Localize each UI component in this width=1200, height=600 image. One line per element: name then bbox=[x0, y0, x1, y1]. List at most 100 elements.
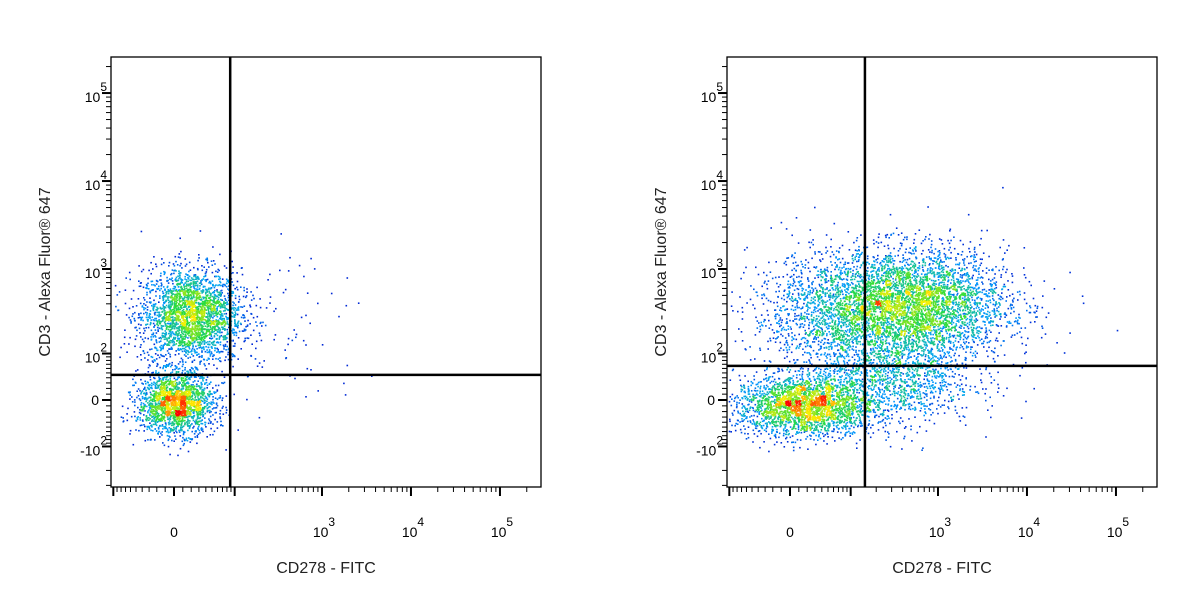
event-point bbox=[223, 336, 225, 339]
event-point bbox=[203, 275, 205, 278]
event-point bbox=[221, 323, 224, 326]
event-point bbox=[179, 325, 181, 328]
event-point bbox=[153, 299, 155, 302]
event-point bbox=[176, 327, 178, 329]
x-tick-label: 105 bbox=[491, 515, 514, 540]
event-point bbox=[152, 322, 155, 325]
event-point bbox=[173, 344, 176, 346]
event-point bbox=[146, 293, 148, 296]
event-point bbox=[222, 326, 224, 329]
event-point bbox=[171, 322, 174, 325]
event-point bbox=[211, 403, 213, 406]
event-point bbox=[161, 325, 164, 327]
event-point bbox=[167, 325, 169, 328]
event-point bbox=[201, 389, 203, 391]
event-point bbox=[198, 401, 201, 403]
event-point bbox=[191, 301, 194, 303]
event-point bbox=[780, 333, 782, 336]
event-point bbox=[183, 350, 186, 352]
event-point bbox=[959, 239, 962, 242]
event-point bbox=[158, 420, 160, 423]
event-point bbox=[191, 291, 193, 293]
event-point bbox=[146, 425, 148, 428]
event-point bbox=[167, 292, 170, 295]
event-point bbox=[164, 388, 167, 391]
event-point bbox=[163, 335, 165, 338]
event-point bbox=[156, 407, 159, 409]
event-point bbox=[159, 340, 162, 342]
event-point bbox=[265, 307, 268, 309]
event-point bbox=[225, 312, 228, 315]
event-point bbox=[137, 388, 140, 390]
event-point bbox=[184, 282, 187, 284]
event-point bbox=[344, 394, 347, 396]
event-point bbox=[291, 339, 294, 342]
event-point bbox=[163, 317, 166, 320]
event-point bbox=[163, 425, 165, 428]
event-point bbox=[170, 309, 172, 311]
event-point bbox=[149, 297, 151, 299]
event-point bbox=[996, 340, 999, 342]
event-point bbox=[258, 416, 261, 419]
event-point bbox=[155, 319, 158, 322]
event-point bbox=[232, 328, 235, 331]
event-point bbox=[860, 234, 862, 236]
event-point bbox=[164, 406, 166, 409]
event-point bbox=[795, 217, 798, 219]
event-point bbox=[200, 328, 203, 331]
event-point bbox=[178, 412, 181, 414]
event-point bbox=[979, 258, 982, 260]
event-point bbox=[190, 297, 192, 300]
y-tick-label: 0 bbox=[91, 392, 99, 408]
event-point bbox=[192, 278, 195, 281]
event-point bbox=[969, 251, 971, 253]
event-point bbox=[1023, 292, 1026, 294]
event-point bbox=[190, 294, 193, 297]
event-point bbox=[206, 409, 209, 412]
event-point bbox=[187, 276, 189, 279]
event-point bbox=[209, 415, 212, 418]
event-point bbox=[204, 417, 206, 419]
event-point bbox=[206, 330, 208, 333]
event-point bbox=[197, 321, 200, 324]
event-point bbox=[154, 317, 156, 320]
event-point bbox=[170, 409, 172, 411]
event-point bbox=[197, 380, 199, 382]
event-point bbox=[205, 400, 208, 403]
event-point bbox=[199, 285, 201, 287]
event-point bbox=[191, 330, 193, 332]
event-point bbox=[134, 381, 137, 384]
event-point bbox=[173, 305, 176, 307]
event-point bbox=[236, 286, 238, 289]
event-point bbox=[168, 423, 170, 426]
event-point bbox=[152, 361, 154, 363]
event-point bbox=[151, 360, 154, 362]
event-point bbox=[165, 295, 167, 298]
event-point bbox=[168, 265, 170, 267]
event-point bbox=[192, 338, 195, 341]
event-point bbox=[204, 312, 206, 314]
event-point bbox=[198, 278, 200, 280]
event-point bbox=[168, 301, 170, 304]
event-point bbox=[191, 311, 194, 313]
event-point bbox=[220, 350, 223, 353]
event-point bbox=[186, 333, 189, 335]
event-point bbox=[227, 353, 229, 356]
event-point bbox=[232, 284, 235, 287]
event-point bbox=[179, 410, 182, 413]
event-point bbox=[195, 345, 197, 348]
event-point bbox=[210, 307, 213, 309]
event-point bbox=[222, 285, 224, 288]
event-point bbox=[167, 322, 169, 325]
event-point bbox=[217, 291, 219, 294]
event-point bbox=[202, 332, 204, 334]
event-point bbox=[164, 404, 166, 407]
event-point bbox=[232, 354, 235, 356]
event-point bbox=[206, 323, 209, 326]
event-point bbox=[121, 405, 124, 408]
event-point bbox=[170, 290, 172, 292]
tick-base: 10 bbox=[85, 177, 101, 193]
event-point bbox=[198, 312, 201, 315]
event-point bbox=[156, 311, 158, 314]
event-point bbox=[185, 328, 187, 330]
